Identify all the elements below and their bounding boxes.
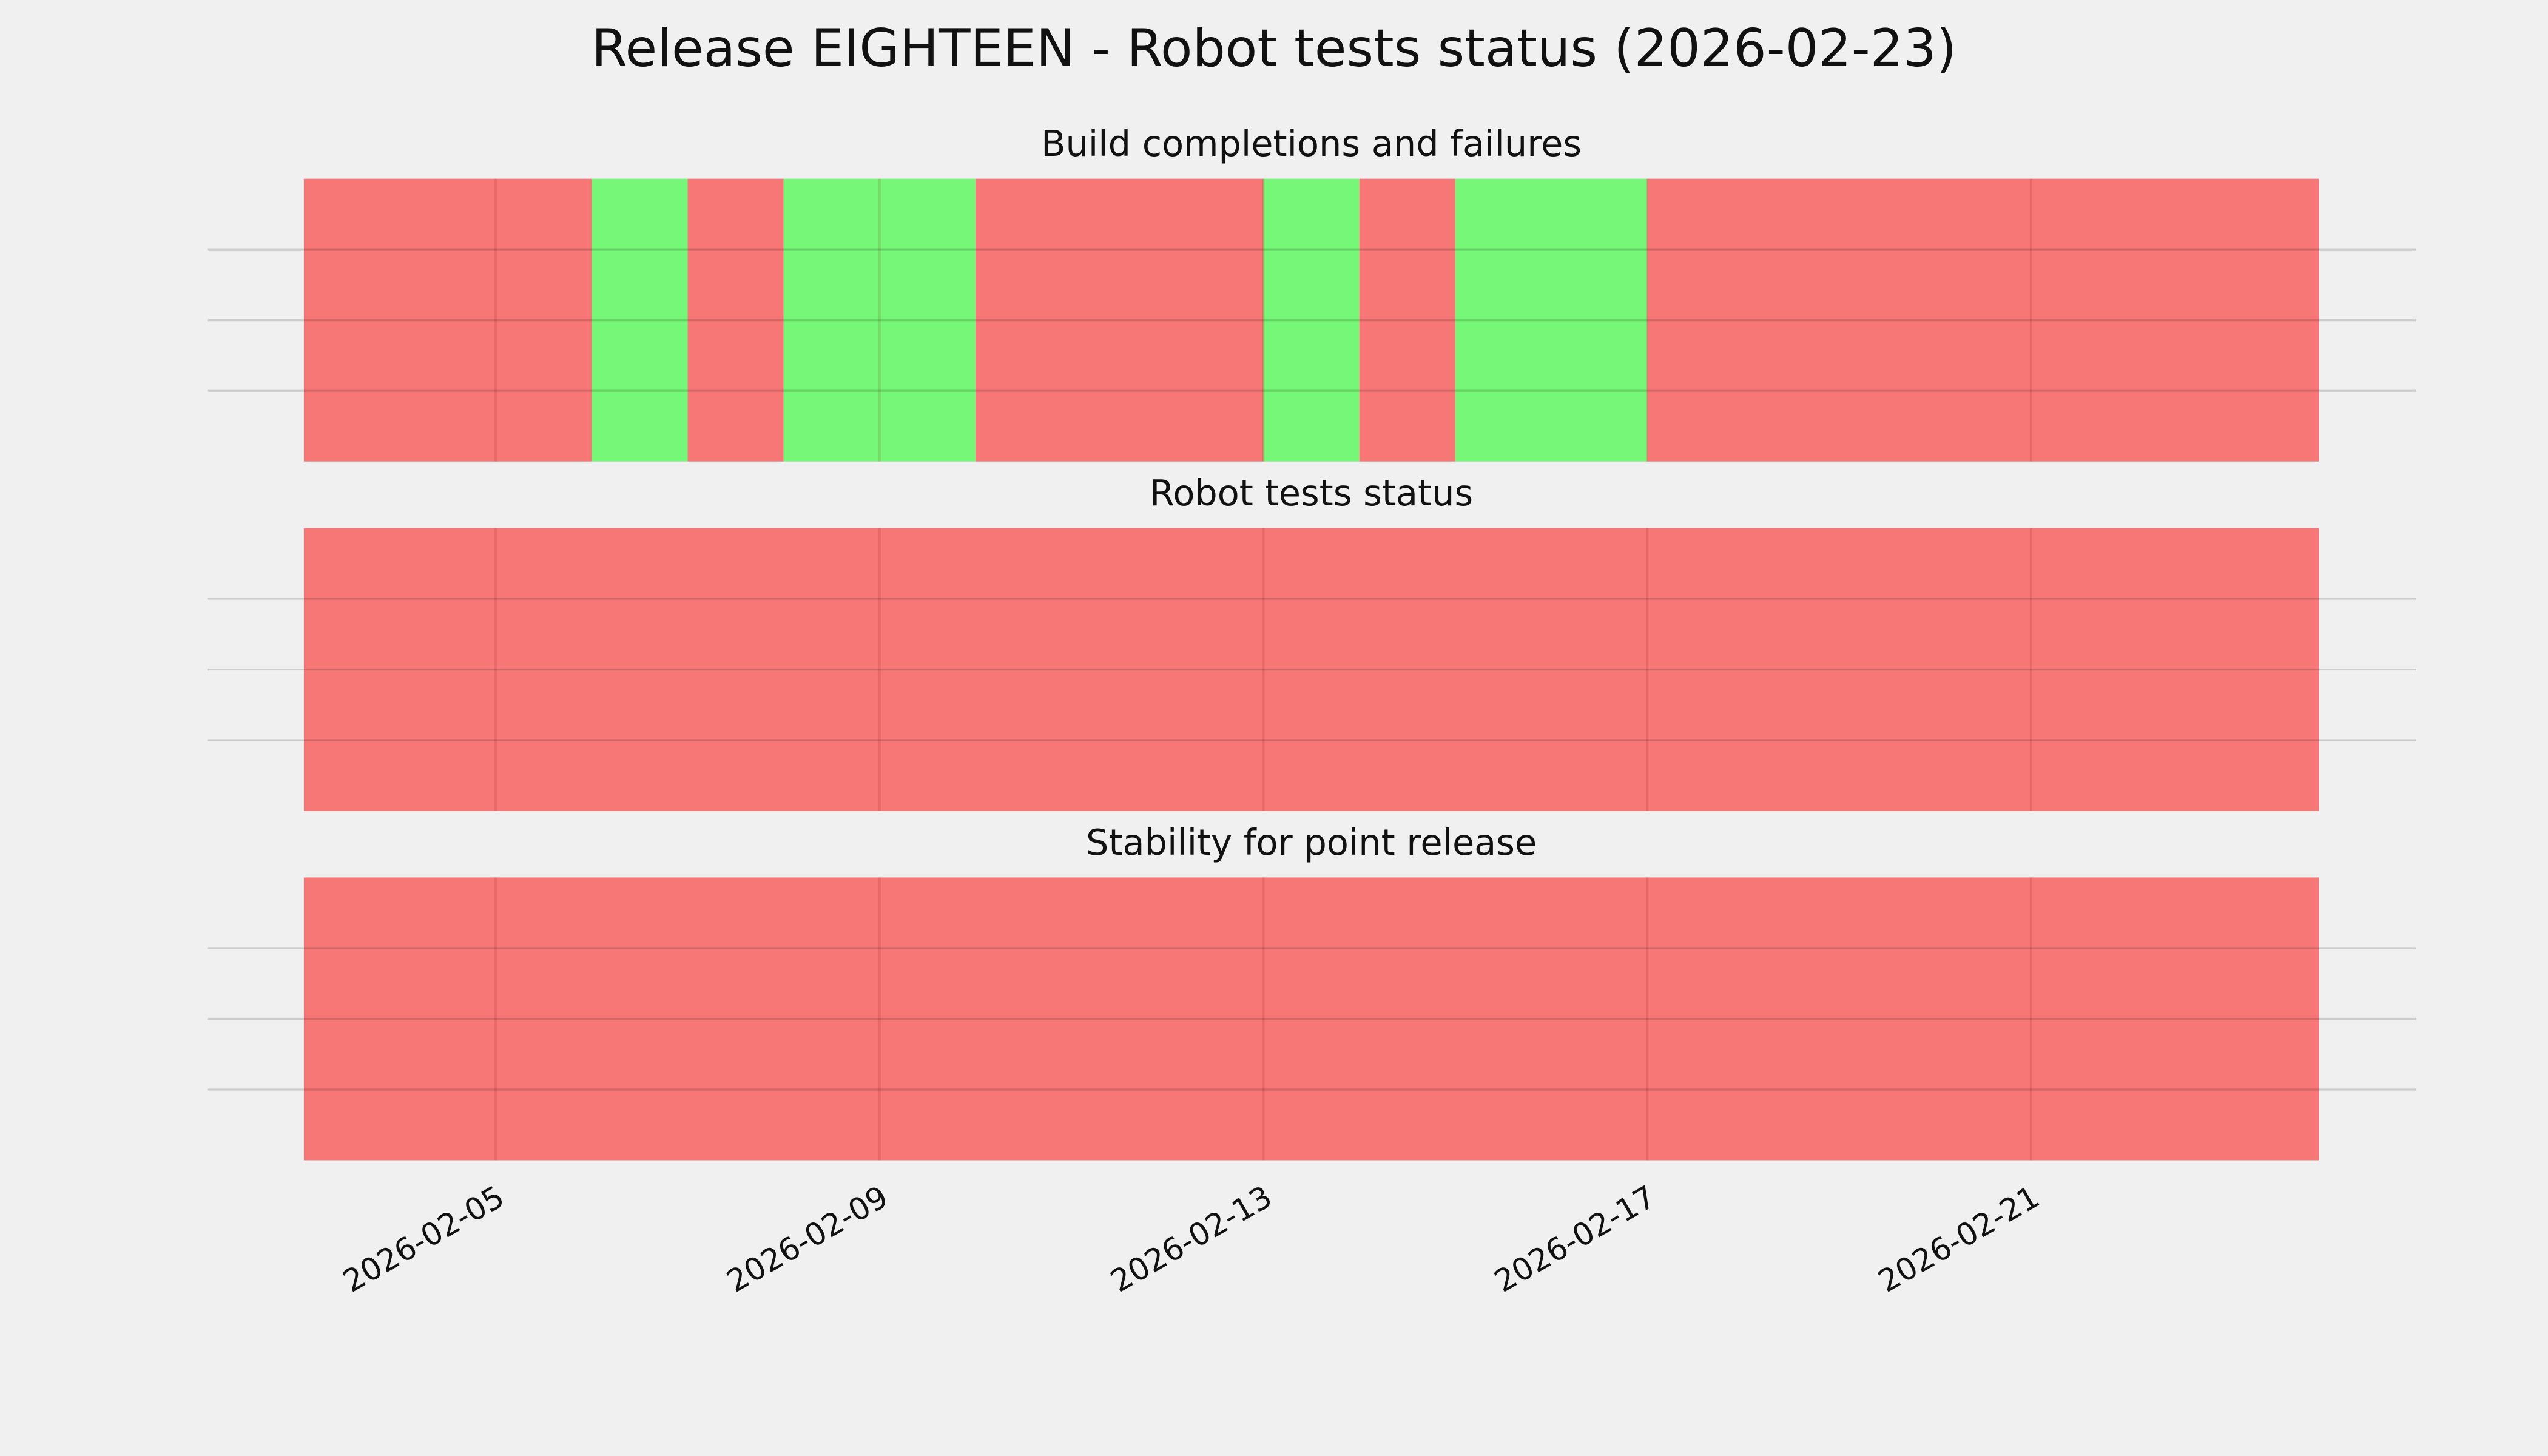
status-span	[303, 178, 592, 462]
page-title: Release EIGHTEEN - Robot tests status (2…	[592, 18, 1956, 79]
status-span	[976, 178, 1264, 462]
status-span	[1455, 178, 1648, 462]
status-span	[1647, 178, 2319, 462]
subplot-title: Robot tests status	[1150, 472, 1473, 514]
status-span	[783, 178, 976, 462]
status-span	[1263, 178, 1360, 462]
subplot-title: Stability for point release	[1086, 821, 1537, 863]
status-span	[592, 178, 688, 462]
status-span	[303, 528, 2319, 811]
subplot-title: Build completions and failures	[1041, 123, 1582, 164]
status-span	[687, 178, 784, 462]
status-span	[1359, 178, 1455, 462]
status-span	[303, 877, 2319, 1161]
